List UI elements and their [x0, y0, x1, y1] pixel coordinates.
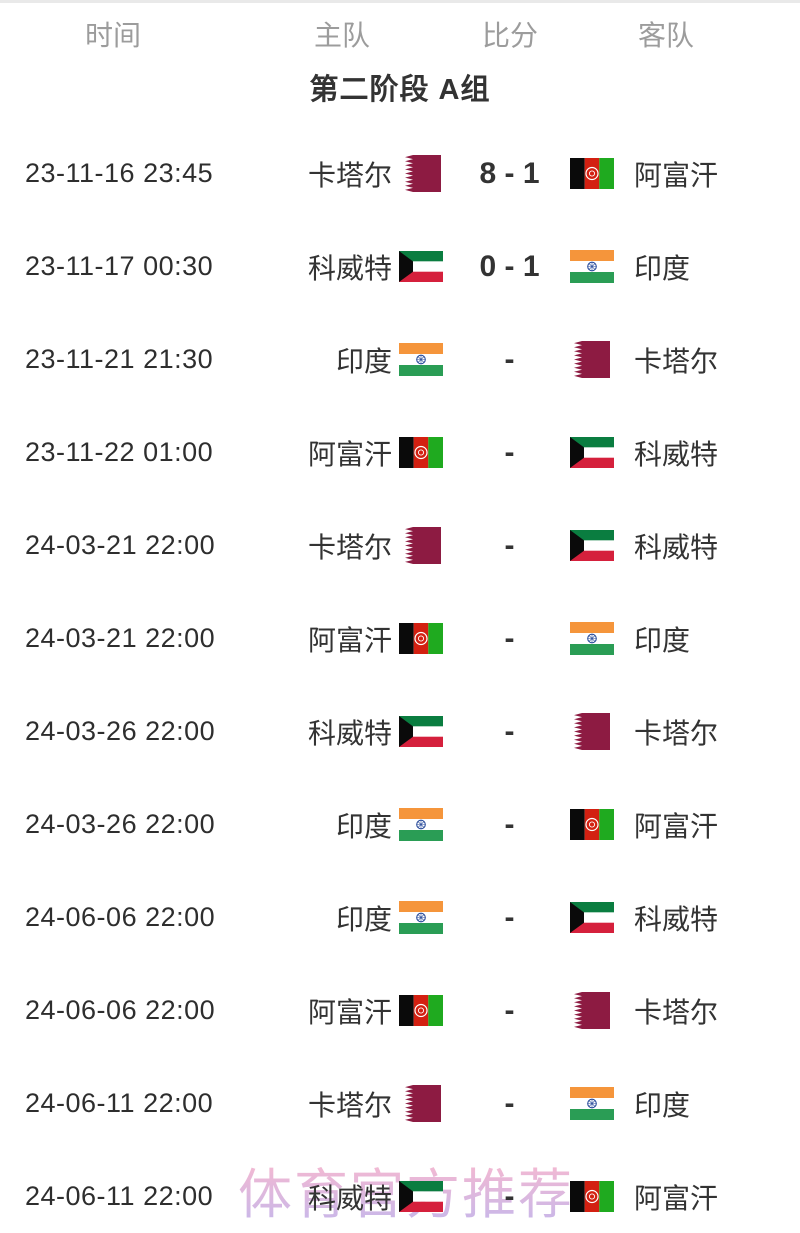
- home-team-name: 印度: [335, 345, 392, 377]
- home-team-name: 科威特: [307, 1182, 392, 1214]
- table-header: 时间 主队 比分 客队: [0, 3, 800, 65]
- india-flag-icon: [392, 343, 449, 376]
- away-team-name: 印度: [634, 252, 691, 284]
- india-flag-icon: [570, 250, 627, 283]
- away-team-name: 印度: [634, 1089, 691, 1121]
- afghanistan-flag-icon: [392, 995, 449, 1026]
- match-time: 24-03-21 22:00: [25, 623, 216, 653]
- match-time: 24-06-11 22:00: [25, 1088, 214, 1118]
- match-score: -: [504, 342, 515, 376]
- home-team-name: 卡塔尔: [307, 531, 392, 563]
- column-header-time: 时间: [84, 20, 142, 51]
- match-row[interactable]: 24-03-21 22:00 卡塔尔 - 科威特: [0, 499, 800, 592]
- away-team-name: 卡塔尔: [634, 345, 719, 377]
- match-row[interactable]: 23-11-21 21:30 印度 - 卡塔尔: [0, 313, 800, 406]
- away-team-name: 阿富汗: [634, 159, 719, 191]
- match-row[interactable]: 23-11-16 23:45 卡塔尔 8 - 1 阿富汗: [0, 127, 800, 220]
- column-header-home: 主队: [313, 20, 371, 51]
- match-row[interactable]: 24-06-11 22:00 卡塔尔 - 印度: [0, 1057, 800, 1150]
- india-flag-icon: [570, 622, 627, 655]
- qatar-flag-icon: [570, 713, 627, 750]
- match-row[interactable]: 23-11-22 01:00 阿富汗 - 科威特: [0, 406, 800, 499]
- match-time: 23-11-22 01:00: [25, 437, 214, 467]
- match-score: -: [504, 714, 515, 748]
- away-team-name: 卡塔尔: [634, 996, 719, 1028]
- match-row[interactable]: 23-11-17 00:30 科威特 0 - 1 印度: [0, 220, 800, 313]
- group-title: 第二阶段 A组: [309, 74, 491, 106]
- qatar-flag-icon: [392, 155, 449, 192]
- qatar-flag-icon: [392, 1085, 449, 1122]
- away-team-name: 科威特: [634, 438, 719, 470]
- away-team-name: 卡塔尔: [634, 717, 719, 749]
- afghanistan-flag-icon: [392, 623, 449, 654]
- match-score: 0 - 1: [479, 249, 540, 283]
- match-time: 24-06-06 22:00: [25, 995, 216, 1025]
- match-score: -: [504, 900, 515, 934]
- match-time: 24-03-21 22:00: [25, 530, 216, 560]
- kuwait-flag-icon: [392, 1181, 449, 1212]
- home-team-name: 卡塔尔: [307, 1089, 392, 1121]
- home-team-name: 科威特: [307, 252, 392, 284]
- match-row[interactable]: 24-06-06 22:00 阿富汗 - 卡塔尔: [0, 964, 800, 1057]
- match-time: 23-11-21 21:30: [25, 344, 214, 374]
- afghanistan-flag-icon: [570, 1181, 627, 1212]
- india-flag-icon: [570, 1087, 627, 1120]
- afghanistan-flag-icon: [392, 437, 449, 468]
- match-score: -: [504, 528, 515, 562]
- match-time: 24-06-06 22:00: [25, 902, 216, 932]
- home-team-name: 阿富汗: [307, 996, 392, 1028]
- match-score: -: [504, 993, 515, 1027]
- match-score: -: [504, 807, 515, 841]
- match-score: -: [504, 1086, 515, 1120]
- match-score: -: [504, 435, 515, 469]
- match-time: 24-06-11 22:00: [25, 1181, 214, 1211]
- home-team-name: 科威特: [307, 717, 392, 749]
- match-row[interactable]: 24-03-26 22:00 印度 - 阿富汗: [0, 778, 800, 871]
- kuwait-flag-icon: [570, 437, 627, 468]
- afghanistan-flag-icon: [570, 158, 627, 189]
- home-team-name: 卡塔尔: [307, 159, 392, 191]
- match-time: 24-03-26 22:00: [25, 716, 216, 746]
- home-team-name: 印度: [335, 903, 392, 935]
- away-team-name: 阿富汗: [634, 1182, 719, 1214]
- match-row[interactable]: 24-06-11 22:00 科威特 - 阿富汗: [0, 1150, 800, 1233]
- home-team-name: 阿富汗: [307, 438, 392, 470]
- away-team-name: 印度: [634, 624, 691, 656]
- qatar-flag-icon: [570, 992, 627, 1029]
- match-score: 8 - 1: [479, 156, 540, 190]
- home-team-name: 阿富汗: [307, 624, 392, 656]
- match-score: -: [504, 1179, 515, 1213]
- away-team-name: 阿富汗: [634, 810, 719, 842]
- column-header-score: 比分: [481, 20, 539, 51]
- kuwait-flag-icon: [392, 251, 449, 282]
- away-team-name: 科威特: [634, 531, 719, 563]
- match-row[interactable]: 24-03-21 22:00 阿富汗 - 印度: [0, 592, 800, 685]
- away-team-name: 科威特: [634, 903, 719, 935]
- kuwait-flag-icon: [392, 716, 449, 747]
- match-time: 24-03-26 22:00: [25, 809, 216, 839]
- match-row[interactable]: 24-03-26 22:00 科威特 - 卡塔尔: [0, 685, 800, 778]
- india-flag-icon: [392, 901, 449, 934]
- match-list: 23-11-16 23:45 卡塔尔 8 - 1 阿富汗 23-11-17 00…: [0, 127, 800, 1233]
- home-team-name: 印度: [335, 810, 392, 842]
- qatar-flag-icon: [392, 527, 449, 564]
- top-divider: [0, 0, 800, 3]
- afghanistan-flag-icon: [570, 809, 627, 840]
- india-flag-icon: [392, 808, 449, 841]
- match-time: 23-11-16 23:45: [25, 158, 214, 188]
- kuwait-flag-icon: [570, 530, 627, 561]
- column-header-away: 客队: [637, 20, 695, 51]
- match-time: 23-11-17 00:30: [25, 251, 214, 281]
- qatar-flag-icon: [570, 341, 627, 378]
- kuwait-flag-icon: [570, 902, 627, 933]
- match-row[interactable]: 24-06-06 22:00 印度 - 科威特: [0, 871, 800, 964]
- match-score: -: [504, 621, 515, 655]
